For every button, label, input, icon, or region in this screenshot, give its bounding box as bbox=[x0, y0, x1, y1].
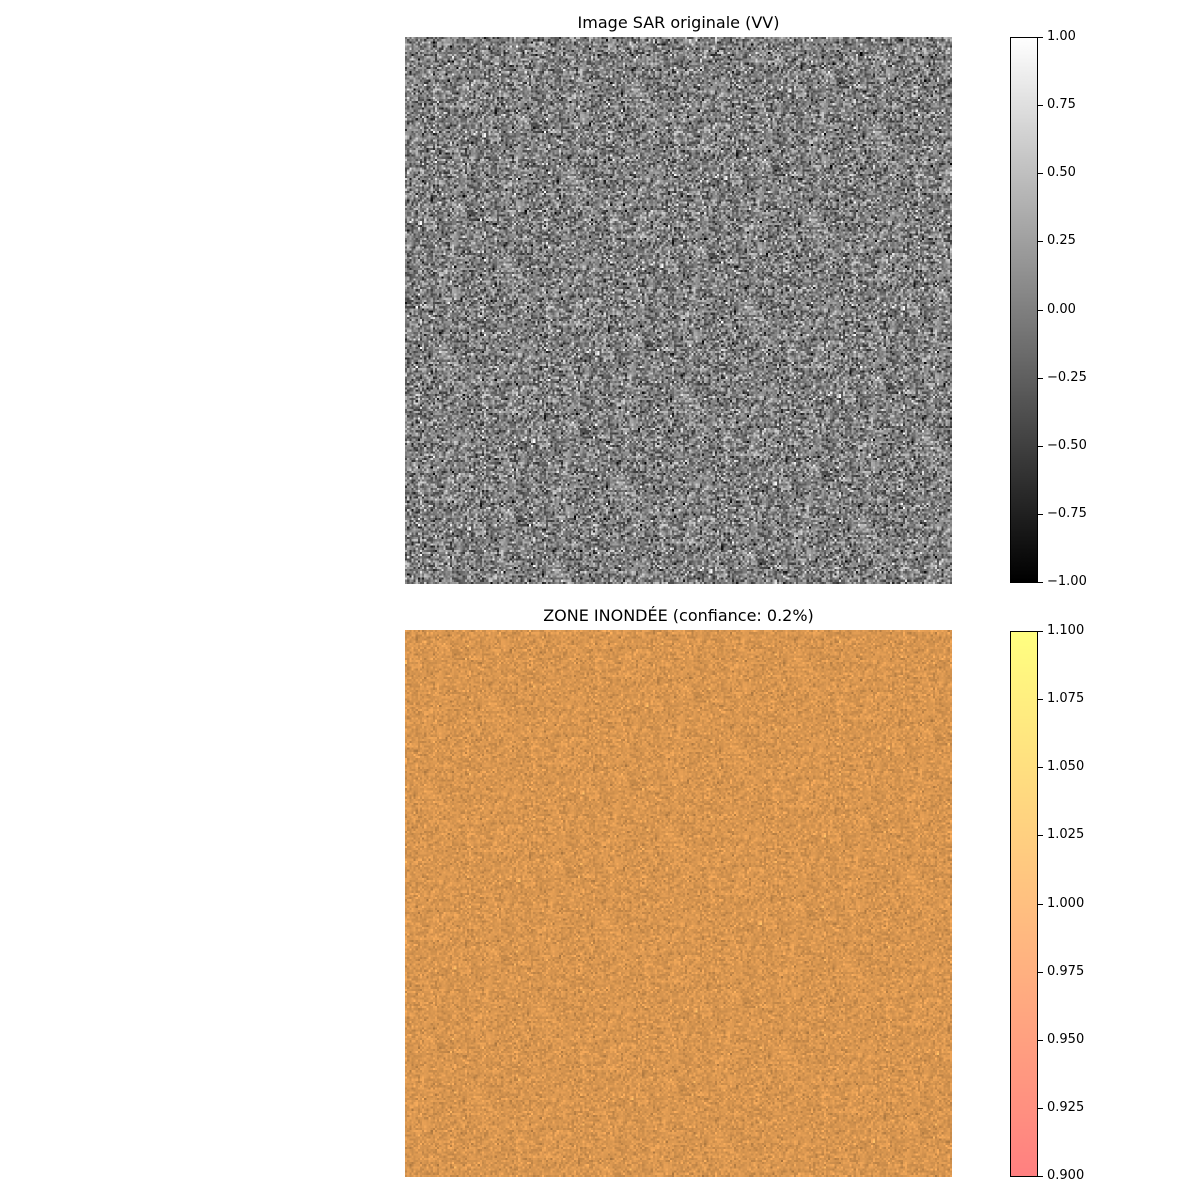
colorbar-tick-label: 1.050 bbox=[1047, 759, 1085, 775]
flood-zone-title: ZONE INONDÉE (confiance: 0.2%) bbox=[543, 606, 814, 625]
colorbar-tick-label: 1.000 bbox=[1047, 895, 1085, 911]
colorbar-tick-label: 0.925 bbox=[1047, 1099, 1085, 1115]
colorbar-tick bbox=[1038, 631, 1043, 632]
colorbar-tick bbox=[1038, 309, 1043, 311]
colorbar-tick bbox=[1038, 1176, 1043, 1177]
colorbar-tick-label: 1.025 bbox=[1047, 827, 1085, 843]
colorbar-tick-label: 0.900 bbox=[1047, 1168, 1085, 1183]
colorbar-tick bbox=[1038, 445, 1043, 447]
colorbar-tick-label: 0.25 bbox=[1047, 233, 1076, 249]
colorbar-tick bbox=[1038, 699, 1043, 701]
colorbar-tick-label: −0.25 bbox=[1047, 369, 1087, 385]
colorbar-tick-label: 0.975 bbox=[1047, 963, 1085, 979]
colorbar-tick-label: −1.00 bbox=[1047, 574, 1087, 589]
sar-image-title: Image SAR originale (VV) bbox=[577, 13, 780, 32]
colorbar-tick bbox=[1038, 1107, 1043, 1109]
colorbar-tick bbox=[1038, 37, 1043, 38]
colorbar-tick-label: −0.50 bbox=[1047, 437, 1087, 453]
sar-image-colorbar bbox=[1010, 37, 1038, 583]
colorbar-tick-label: −0.75 bbox=[1047, 505, 1087, 521]
colorbar-tick-label: 0.950 bbox=[1047, 1031, 1085, 1047]
colorbar-tick-label: 0.50 bbox=[1047, 165, 1076, 181]
colorbar-tick bbox=[1038, 903, 1043, 905]
flood-zone-colorbar bbox=[1010, 631, 1038, 1177]
colorbar-tick bbox=[1038, 971, 1043, 973]
colorbar-tick bbox=[1038, 582, 1043, 583]
colorbar-tick-label: 0.00 bbox=[1047, 301, 1076, 317]
colorbar-tick bbox=[1038, 513, 1043, 515]
colorbar-tick-label: 0.75 bbox=[1047, 97, 1076, 113]
colorbar-tick bbox=[1038, 1039, 1043, 1041]
colorbar-tick-label: 1.00 bbox=[1047, 29, 1076, 44]
flood-zone-heatmap bbox=[405, 630, 952, 1177]
sar-image-heatmap bbox=[405, 37, 952, 584]
colorbar-tick bbox=[1038, 241, 1043, 243]
colorbar-tick-label: 1.075 bbox=[1047, 691, 1085, 707]
colorbar-tick bbox=[1038, 835, 1043, 837]
colorbar-tick-label: 1.100 bbox=[1047, 623, 1085, 638]
colorbar-tick bbox=[1038, 105, 1043, 107]
colorbar-tick bbox=[1038, 173, 1043, 175]
colorbar-tick bbox=[1038, 767, 1043, 769]
colorbar-tick bbox=[1038, 377, 1043, 379]
